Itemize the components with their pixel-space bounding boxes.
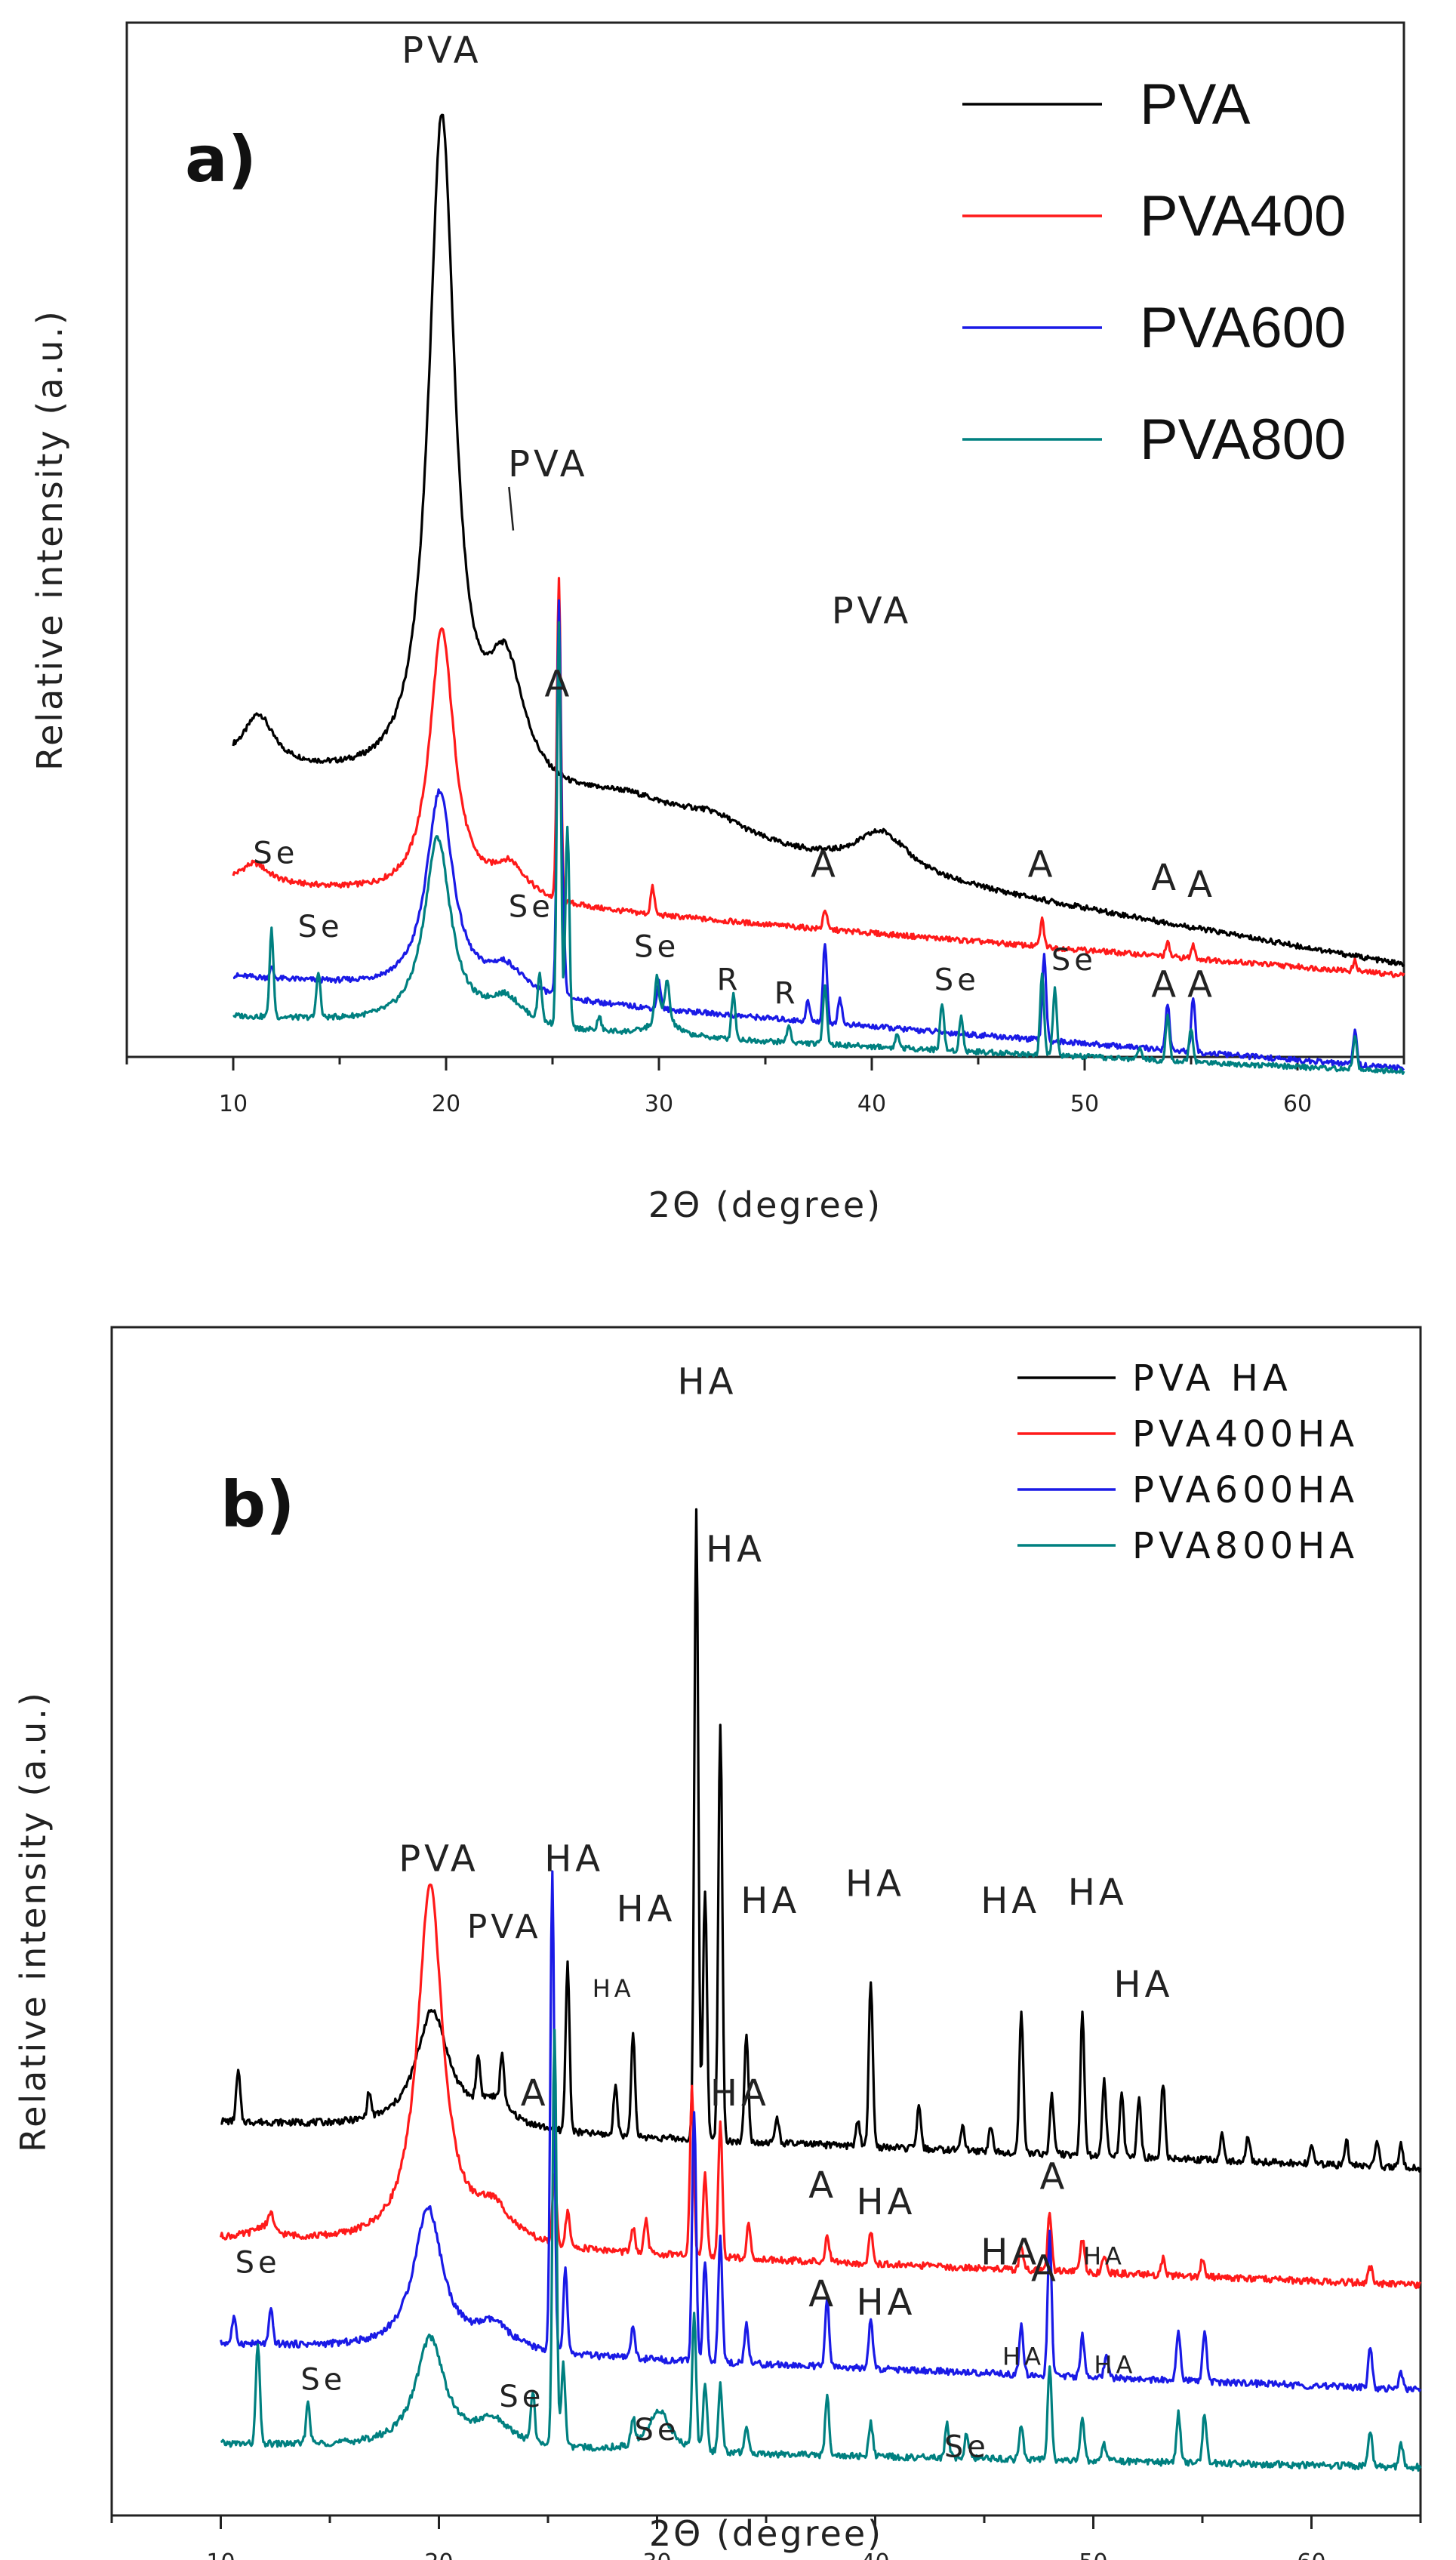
peak-label: A — [1151, 963, 1180, 1006]
peak-label: HA — [593, 1974, 635, 2003]
peak-label: A — [811, 843, 839, 886]
x-axis-title: 2Θ (degree) — [648, 1185, 882, 1225]
x-axis: 10 20 30 40 50 60 — [110, 2515, 1422, 2560]
x-tick-label: 20 — [424, 2549, 453, 2560]
x-tick-label: 30 — [642, 2549, 671, 2560]
peak-label: A — [521, 2072, 549, 2115]
peak-label: HA — [1094, 2351, 1136, 2380]
annotation-pointer — [508, 486, 515, 531]
peak-label: A — [808, 2164, 837, 2207]
x-tick-label: 40 — [860, 2549, 889, 2560]
legend: PVA HA PVA400HA PVA600HA PVA800HA — [1017, 1357, 1359, 1567]
peak-label: Se — [635, 2413, 680, 2448]
peak-label: R — [774, 976, 799, 1011]
x-tick-label: 40 — [857, 1091, 886, 1117]
peak-label: Se — [1051, 943, 1097, 978]
peak-label: HA — [980, 1880, 1040, 1922]
peak-label: HA — [845, 1863, 905, 1905]
peak-label: A — [1040, 2156, 1069, 2198]
y-axis-title: Relative intensity (a.u.) — [29, 309, 70, 771]
legend: PVA PVA400 PVA600 PVA800 — [962, 72, 1346, 472]
peak-label: PVA — [399, 1838, 479, 1880]
series-line-pva800ha — [220, 2029, 1422, 2472]
peak-label: A — [1151, 857, 1180, 899]
series-line-pva400 — [232, 577, 1405, 978]
peak-label: HA — [1083, 2241, 1125, 2270]
peak-label: HA — [678, 1361, 737, 1403]
peak-label: Se — [934, 963, 980, 998]
peak-label: A — [1028, 843, 1057, 886]
peak-label: HA — [1068, 1871, 1128, 1914]
peak-label: HA — [740, 1880, 800, 1922]
peak-label: HA — [1114, 1964, 1174, 2006]
peak-label: A — [808, 2273, 837, 2315]
legend-label: PVA HA — [1132, 1357, 1292, 1400]
peak-label: Se — [253, 836, 298, 871]
peak-label: Se — [298, 910, 343, 944]
peak-label: A — [545, 664, 574, 706]
x-tick-label: 30 — [645, 1091, 673, 1117]
series-line-pva400ha — [219, 1883, 1422, 2290]
panel-label: b) — [220, 1468, 295, 1542]
x-tick-label: 10 — [219, 1091, 248, 1117]
series-line-pva600ha — [219, 1870, 1422, 2394]
peak-label: R — [717, 963, 742, 998]
chart-panel-b: 10 20 30 40 50 60 2Θ (degree) Relative intensit… — [13, 1326, 1422, 2560]
x-tick-label: 50 — [1070, 1091, 1099, 1117]
peak-label: PVA — [402, 29, 482, 72]
x-tick-label: 60 — [1283, 1091, 1312, 1117]
series-line-pva600 — [232, 599, 1405, 1072]
peak-label: A — [1031, 2248, 1060, 2290]
legend-label: PVA400HA — [1132, 1413, 1359, 1456]
peak-label: HA — [706, 1528, 765, 1570]
peak-label: Se — [235, 2246, 281, 2281]
peak-label: HA — [980, 2231, 1040, 2273]
legend-label: PVA800 — [1140, 408, 1346, 472]
peak-label: HA — [617, 1888, 676, 1930]
peak-label: PVA — [508, 443, 589, 485]
y-axis-title: Relative intensity (a.u.) — [13, 1690, 54, 2152]
legend-label: PVA800HA — [1132, 1525, 1359, 1567]
peak-label: PVA — [467, 1908, 542, 1946]
x-tick-label: 60 — [1297, 2549, 1325, 2560]
legend-label: PVA400 — [1140, 184, 1346, 248]
x-tick-label: 20 — [432, 1091, 460, 1117]
panel-label: a) — [185, 122, 257, 196]
x-axis: 10 20 30 40 50 60 — [125, 1057, 1405, 1117]
series-line-pva800 — [232, 621, 1405, 1075]
peak-label: HA — [544, 1838, 604, 1880]
chart-panel-a: 10 20 30 40 50 60 2Θ (degree) Relative intensit… — [29, 21, 1405, 1225]
peak-label: HA — [856, 2281, 916, 2324]
legend-label: PVA — [1140, 72, 1251, 137]
peak-label: Se — [499, 2380, 544, 2414]
peak-label: HA — [710, 2072, 770, 2115]
peak-label: HA — [1002, 2342, 1045, 2371]
x-tick-label: 50 — [1079, 2549, 1107, 2560]
peak-label: Se — [634, 929, 679, 964]
peak-label: HA — [856, 2181, 916, 2223]
peak-label: Se — [509, 889, 554, 924]
peak-label: Se — [300, 2363, 346, 2398]
series-line-pva — [232, 113, 1405, 968]
x-axis-title: 2Θ (degree) — [649, 2513, 883, 2554]
peak-label: PVA — [832, 590, 913, 632]
peak-label: A — [1187, 864, 1216, 906]
x-tick-label: 10 — [206, 2549, 235, 2560]
legend-label: PVA600HA — [1132, 1469, 1359, 1511]
series-line-pva-ha — [220, 1508, 1422, 2173]
legend-label: PVA600 — [1140, 296, 1346, 360]
peak-label: Se — [944, 2429, 990, 2464]
peak-label: A — [1187, 963, 1216, 1006]
